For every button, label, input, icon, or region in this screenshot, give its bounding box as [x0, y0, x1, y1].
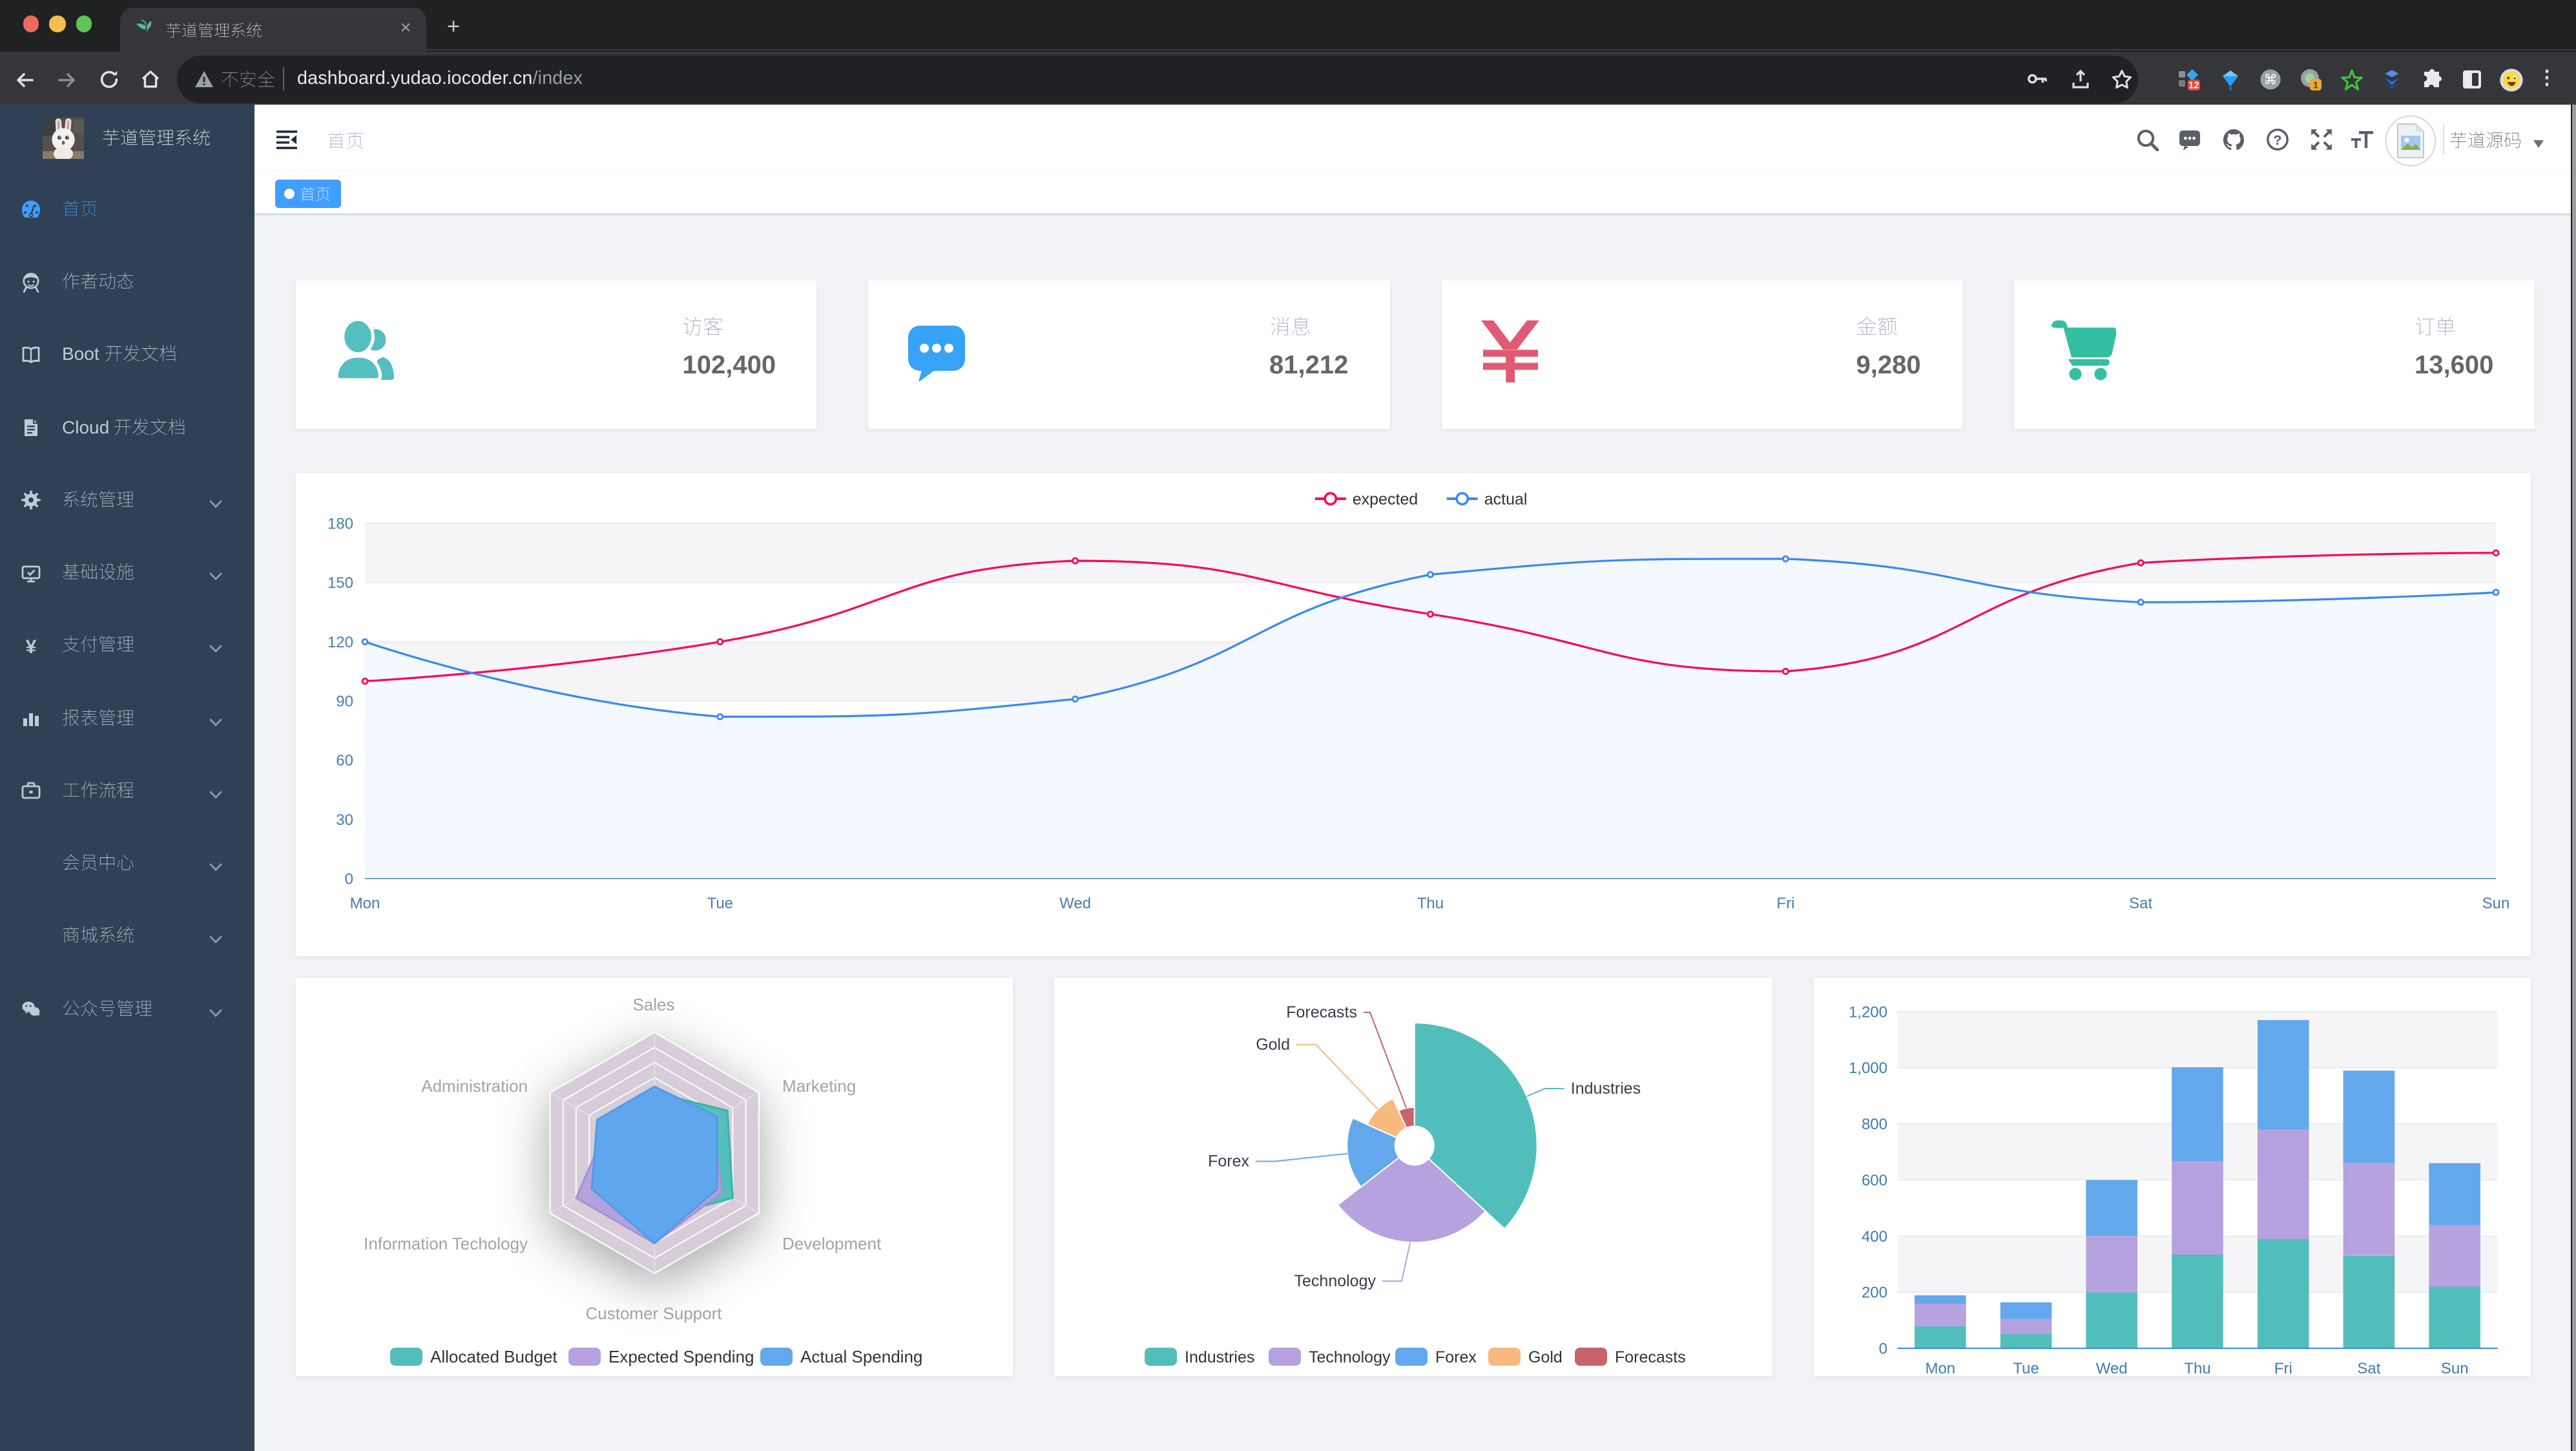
- svg-text:Sun: Sun: [2482, 894, 2510, 912]
- svg-text:Allocated Budget: Allocated Budget: [431, 1348, 558, 1366]
- svg-text:600: 600: [1861, 1171, 1887, 1189]
- svg-text:1,200: 1,200: [1848, 1003, 1887, 1020]
- svg-text:400: 400: [1861, 1227, 1887, 1245]
- svg-text:1: 1: [2313, 79, 2318, 90]
- svg-text:Industries: Industries: [1185, 1348, 1254, 1366]
- svg-text:1,000: 1,000: [1848, 1059, 1887, 1076]
- svg-text:0: 0: [345, 870, 353, 887]
- svg-text:actual: actual: [1484, 490, 1528, 508]
- svg-text:Forecasts: Forecasts: [1287, 1003, 1358, 1021]
- svg-text:12: 12: [2188, 79, 2199, 90]
- svg-text:60: 60: [336, 751, 353, 769]
- svg-text:30: 30: [336, 811, 353, 828]
- svg-text:Technology: Technology: [1309, 1348, 1391, 1366]
- svg-text:Wed: Wed: [1059, 894, 1091, 912]
- svg-text:Actual Spending: Actual Spending: [801, 1348, 923, 1366]
- svg-text:Forex: Forex: [1435, 1348, 1477, 1366]
- svg-text:Mon: Mon: [350, 894, 380, 912]
- svg-text:Gold: Gold: [1528, 1348, 1563, 1366]
- svg-text:150: 150: [327, 574, 353, 591]
- svg-text:Tue: Tue: [707, 894, 733, 912]
- svg-text:Fri: Fri: [2274, 1359, 2292, 1376]
- svg-text:200: 200: [1861, 1284, 1887, 1301]
- svg-text:Sun: Sun: [2440, 1359, 2468, 1376]
- svg-text:Tue: Tue: [2012, 1359, 2038, 1376]
- svg-text:Mon: Mon: [1924, 1359, 1955, 1376]
- svg-text:90: 90: [336, 692, 353, 709]
- svg-text:Sat: Sat: [2129, 894, 2152, 912]
- svg-text:Wed: Wed: [2095, 1359, 2127, 1376]
- svg-text:120: 120: [327, 633, 353, 651]
- svg-text:Expected Spending: Expected Spending: [609, 1348, 755, 1366]
- svg-text:Sat: Sat: [2356, 1359, 2380, 1376]
- svg-text:0: 0: [1878, 1339, 1887, 1357]
- svg-text:Forecasts: Forecasts: [1615, 1348, 1686, 1366]
- svg-text:Thu: Thu: [1417, 894, 1444, 912]
- svg-text:expected: expected: [1353, 490, 1418, 508]
- svg-text:?: ?: [2274, 133, 2282, 148]
- svg-text:¥: ¥: [26, 636, 37, 656]
- svg-text:180: 180: [327, 514, 353, 532]
- svg-text:Thu: Thu: [2183, 1359, 2210, 1376]
- svg-text:Gold: Gold: [1256, 1035, 1291, 1053]
- svg-text:Fri: Fri: [1776, 894, 1794, 912]
- svg-text:Industries: Industries: [1571, 1079, 1641, 1097]
- svg-text:Technology: Technology: [1294, 1271, 1376, 1289]
- svg-text:800: 800: [1861, 1115, 1887, 1133]
- svg-text:⌘: ⌘: [2264, 72, 2278, 87]
- svg-text:Forex: Forex: [1209, 1152, 1250, 1170]
